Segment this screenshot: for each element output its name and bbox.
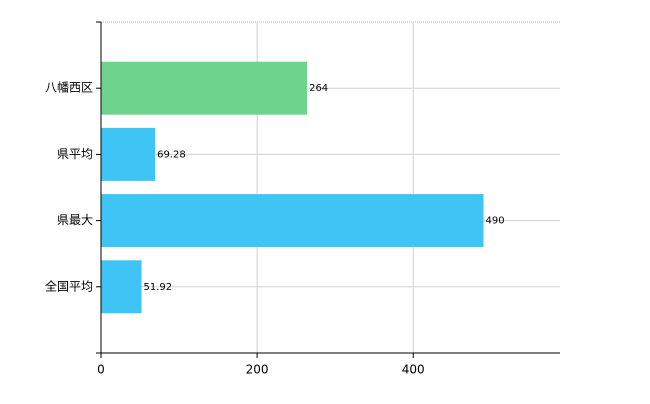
value-label: 490	[486, 216, 505, 227]
bar	[101, 194, 484, 248]
y-tick-label: 県平均	[57, 147, 93, 161]
y-tick-label: 八幡西区	[45, 80, 93, 95]
bar	[101, 127, 156, 181]
value-label: 51.92	[144, 282, 173, 293]
bar	[101, 61, 308, 115]
bar	[101, 260, 142, 314]
x-tick-label: 0	[97, 363, 105, 377]
x-tick-label: 400	[402, 363, 425, 377]
value-label: 264	[309, 83, 328, 94]
y-tick-label: 県最大	[57, 213, 93, 227]
value-label: 69.28	[157, 149, 186, 160]
y-tick-label: 全国平均	[45, 278, 93, 293]
x-tick-label: 200	[246, 363, 269, 377]
